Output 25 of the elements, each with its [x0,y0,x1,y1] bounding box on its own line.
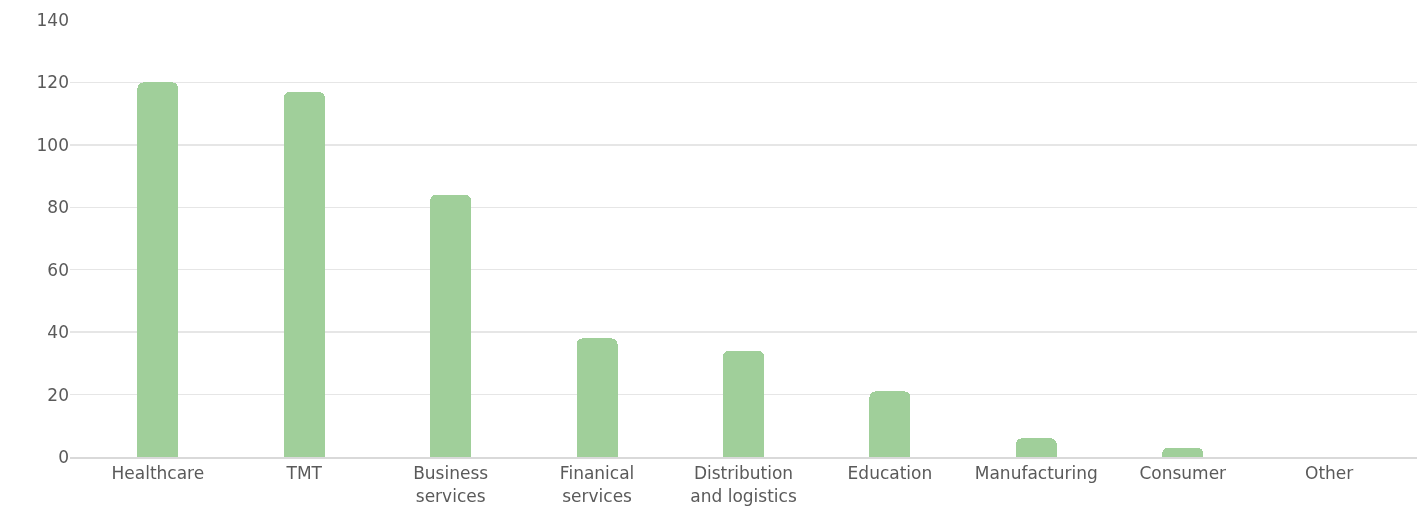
x-tick-label: Education [847,463,933,484]
y-tick-label: 140 [36,9,69,30]
y-tick-label: 0 [58,446,69,467]
y-tick-label: 40 [47,322,69,343]
bar [576,338,618,457]
x-tick-label: Distribution and logistics [690,463,797,506]
bar [1015,438,1057,457]
x-tick-label: Consumer [1139,463,1227,484]
x-tick-label: Other [1305,463,1354,484]
x-tick-label: TMT [285,463,323,484]
y-tick-label: 100 [36,134,69,155]
x-tick-label: Finanical services [559,463,635,506]
y-tick-label: 80 [47,197,69,218]
y-tick-label: 120 [36,72,69,93]
bar [137,82,179,457]
bar [430,194,472,457]
y-tick-label: 60 [47,259,69,280]
x-tick-label: Healthcare [111,463,205,484]
x-tick-label: Manufacturing [974,463,1098,484]
bar [1162,447,1204,457]
bar [869,391,911,457]
y-tick-label: 20 [47,384,69,405]
bar [723,350,764,457]
bar [283,91,325,457]
x-tick-label: Business services [413,463,489,506]
